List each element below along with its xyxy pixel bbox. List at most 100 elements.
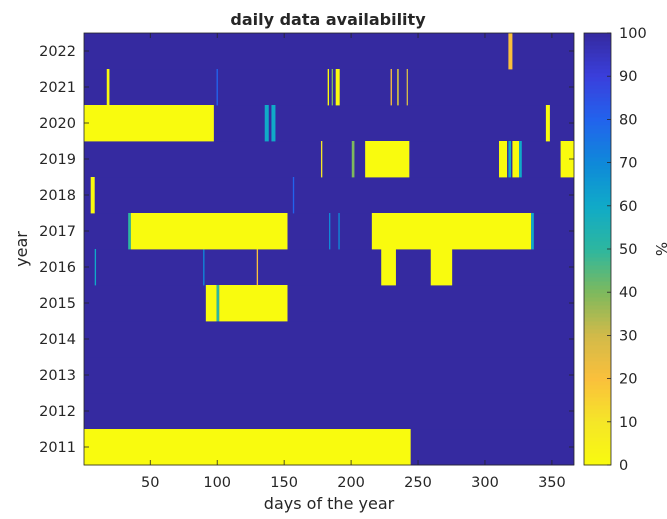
x-tick-label: 150: [270, 475, 298, 491]
colorbar-segment: [584, 193, 611, 198]
colorbar-segment: [584, 137, 611, 142]
cell-2021-183: [327, 69, 329, 106]
y-tick-label: 2018: [39, 188, 76, 204]
colorbar-segment: [584, 165, 611, 170]
colorbar-segment: [584, 309, 611, 314]
cell-2017-184: [329, 213, 331, 250]
colorbar-segment: [584, 265, 611, 270]
colorbar-segment: [584, 337, 611, 342]
cell-2019-311: [499, 141, 508, 178]
row-2022: [84, 33, 574, 70]
cell-2021-230: [390, 69, 392, 106]
colorbar-segment: [584, 153, 611, 158]
colorbar-segment: [584, 161, 611, 166]
cell-2018-6: [90, 177, 95, 214]
colorbar-ticks: 0 10 20 30 40 50 60 70 80 90 100: [607, 26, 647, 474]
chart-title: daily data availability: [230, 10, 426, 29]
colorbar-tick-label: 0: [619, 458, 628, 474]
colorbar-segment: [584, 73, 611, 78]
colorbar-segment: [584, 369, 611, 374]
colorbar-segment: [584, 133, 611, 138]
cell-2016-223: [381, 249, 396, 286]
colorbar-label: %: [652, 242, 667, 256]
colorbar-segment: [584, 373, 611, 378]
colorbar-segment: [584, 321, 611, 326]
y-tick-label: 2021: [39, 80, 76, 96]
colorbar-segment: [584, 353, 611, 358]
colorbar-segment: [584, 101, 611, 106]
colorbar-segment: [584, 377, 611, 382]
row-2015: [84, 285, 574, 322]
colorbar-segment: [584, 257, 611, 262]
colorbar-segment: [584, 121, 611, 126]
y-tick-label: 2013: [39, 368, 76, 384]
cell-2020-136: [264, 105, 269, 142]
colorbar-segment: [584, 389, 611, 394]
colorbar-segment: [584, 273, 611, 278]
y-tick-label: 2011: [39, 440, 76, 456]
cell-2019-321: [512, 141, 520, 178]
x-tick-label: 250: [404, 475, 432, 491]
cell-2011-1: [84, 429, 411, 466]
colorbar-segment: [584, 421, 611, 426]
colorbar-segment: [584, 201, 611, 206]
colorbar-segment: [584, 301, 611, 306]
colorbar-tick-label: 70: [619, 156, 637, 172]
y-tick-label: 2017: [39, 224, 76, 240]
colorbar-segment: [584, 341, 611, 346]
colorbar-segment: [584, 189, 611, 194]
cell-2019-201: [351, 141, 355, 178]
colorbar-tick-label: 40: [619, 285, 637, 301]
colorbar-segment: [584, 49, 611, 54]
y-tick-label: 2016: [39, 260, 76, 276]
colorbar-segment: [584, 409, 611, 414]
colorbar-segment: [584, 329, 611, 334]
cell-2021-235: [397, 69, 399, 106]
colorbar-segment: [584, 333, 611, 338]
colorbar-segment: [584, 241, 611, 246]
cell-2015-92: [205, 285, 217, 322]
colorbar-segment: [584, 145, 611, 150]
colorbar: [584, 33, 611, 466]
x-tick-label: 50: [141, 475, 159, 491]
colorbar-segment: [584, 93, 611, 98]
y-tick-label: 2022: [39, 44, 76, 60]
x-tick-label: 100: [203, 475, 231, 491]
colorbar-tick-label: 90: [619, 69, 637, 85]
colorbar-segment: [584, 365, 611, 370]
cell-2019-326: [519, 141, 522, 178]
colorbar-segment: [584, 441, 611, 446]
colorbar-segment: [584, 457, 611, 462]
colorbar-tick-label: 30: [619, 328, 637, 344]
cell-2021-186: [331, 69, 334, 106]
colorbar-segment: [584, 217, 611, 222]
colorbar-segment: [584, 225, 611, 230]
cell-2019-178: [320, 141, 323, 178]
cell-2021-100: [216, 69, 218, 106]
colorbar-segment: [584, 453, 611, 458]
row-2013: [84, 357, 574, 394]
colorbar-segment: [584, 229, 611, 234]
row-2014: [84, 321, 574, 358]
colorbar-segment: [584, 33, 611, 38]
row-2016: [84, 249, 574, 286]
colorbar-segment: [584, 61, 611, 66]
colorbar-segment: [584, 77, 611, 82]
colorbar-segment: [584, 169, 611, 174]
colorbar-segment: [584, 397, 611, 402]
colorbar-segment: [584, 117, 611, 122]
cell-2017-335: [531, 213, 534, 250]
colorbar-segment: [584, 37, 611, 42]
y-tick-label: 2020: [39, 116, 76, 132]
x-tick-label: 350: [538, 475, 566, 491]
colorbar-segment: [584, 97, 611, 102]
colorbar-segment: [584, 149, 611, 154]
colorbar-segment: [584, 461, 611, 466]
colorbar-segment: [584, 249, 611, 254]
colorbar-segment: [584, 345, 611, 350]
row-2019: [84, 141, 574, 178]
x-axis-ticks: 50 100 150 200 250 300 350: [141, 33, 566, 491]
colorbar-segment: [584, 157, 611, 162]
colorbar-segment: [584, 65, 611, 70]
colorbar-tick-label: 10: [619, 415, 637, 431]
